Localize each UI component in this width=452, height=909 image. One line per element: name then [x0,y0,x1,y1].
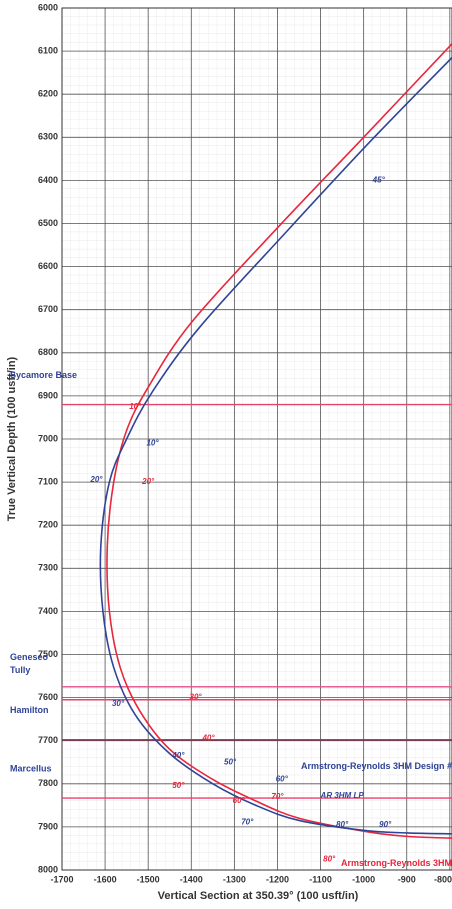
x-tick-label: -1100 [309,874,332,884]
y-tick-label: 6800 [38,347,58,357]
y-tick-label: 6200 [38,89,58,99]
x-tick-label: -1500 [137,874,160,884]
formation-label: Hamilton [10,705,49,715]
annotation: 80° [336,820,349,829]
series-label: Armstrong-Reynolds 3HM [341,858,452,868]
y-tick-label: 7400 [38,606,58,616]
annotation: 10° [146,438,159,447]
y-tick-label: 6900 [38,390,58,400]
y-tick-label: 6400 [38,175,58,185]
annotation: 40° [201,734,215,743]
x-tick-label: -1400 [180,874,203,884]
annotation: 30° [112,699,125,708]
annotation: 70° [271,792,284,801]
formation-label: Geneseo [10,652,49,662]
annotation: 60° [276,775,289,784]
y-tick-label: 7900 [38,821,58,831]
y-tick-label: 7300 [38,563,58,573]
y-tick-label: 7700 [38,735,58,745]
x-tick-label: -900 [398,874,416,884]
annotation: 50° [224,757,237,766]
series-label: Armstrong-Reynolds 3HM Design # [301,761,452,771]
y-tick-label: 6000 [38,2,58,12]
annotation: 70° [241,818,254,827]
annotation: 20° [89,475,103,484]
trajectory-line [99,57,452,835]
y-tick-label: 7200 [38,520,58,530]
annotation: 20° [141,477,155,486]
annotation: 50° [172,781,185,790]
trajectory-line [106,43,452,839]
y-tick-label: 7500 [38,649,58,659]
annotation: 30° [190,693,203,702]
annotation: 60° [233,796,246,805]
x-tick-label: -1700 [50,874,73,884]
y-tick-label: 6100 [38,45,58,55]
y-tick-label: 6500 [38,218,58,228]
formation-label: Tully [10,665,30,675]
y-tick-label: 7100 [38,476,58,486]
x-tick-label: -1600 [94,874,117,884]
x-axis-title: Vertical Section at 350.39° (100 usft/in… [158,890,359,902]
annotation: AR 3HM LP [320,791,365,800]
y-tick-label: 8000 [38,864,58,874]
x-tick-label: -1300 [223,874,246,884]
annotation: 90° [379,820,392,829]
annotation: 80° [323,854,336,863]
y-tick-label: 7600 [38,692,58,702]
plot-frame [61,7,452,871]
formation-label: Marcellus [10,763,52,773]
y-axis-title: True Vertical Depth (100 usft/in) [6,356,18,521]
x-tick-label: -1000 [352,874,375,884]
annotation: 40° [171,751,185,760]
annotation: 45° [372,176,386,185]
formation-label: Sycamore Base [10,370,77,380]
x-tick-label: -1200 [266,874,289,884]
y-tick-label: 6600 [38,261,58,271]
y-tick-label: 6700 [38,304,58,314]
x-tick-label: -800 [434,874,452,884]
y-tick-label: 7800 [38,778,58,788]
y-tick-label: 6300 [38,132,58,142]
y-tick-label: 7000 [38,433,58,443]
annotation: 10° [129,402,142,411]
